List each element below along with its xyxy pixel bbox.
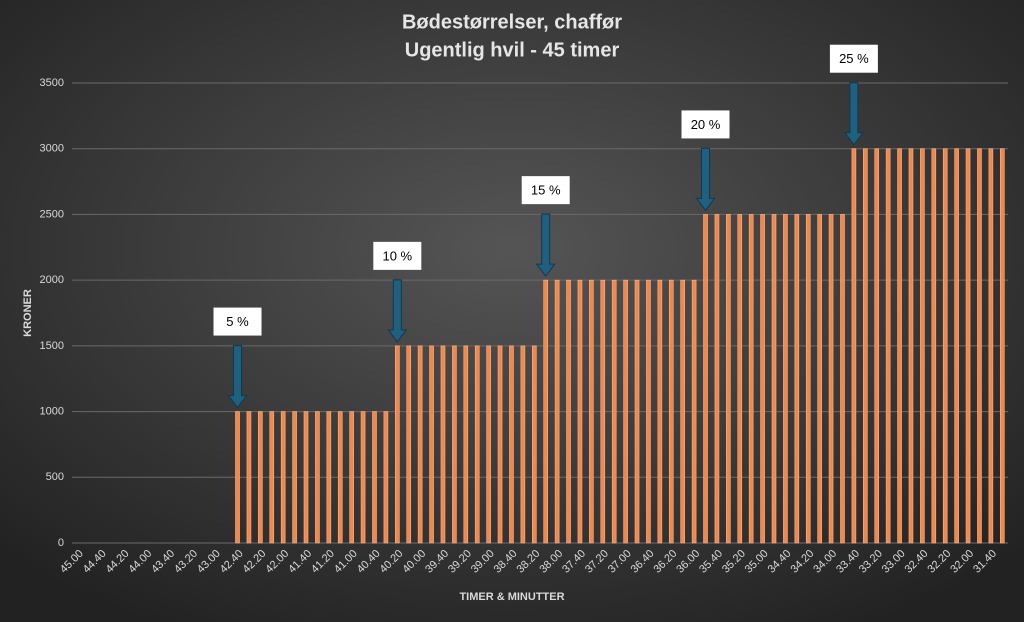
chart-subtitle: Ugentlig hvil - 45 timer <box>405 39 620 61</box>
arrow <box>843 82 864 146</box>
y-tick-label: 1000 <box>40 405 64 417</box>
bar <box>372 411 377 544</box>
annotation: 20 % <box>691 117 721 132</box>
bar <box>417 345 423 544</box>
bar <box>543 279 549 544</box>
bar <box>258 411 263 544</box>
annotation-box <box>373 241 422 270</box>
bar <box>771 214 777 544</box>
bar <box>292 411 297 544</box>
y-axis-title: KRONER <box>22 289 34 337</box>
bar <box>942 148 948 544</box>
bar <box>726 214 731 544</box>
bar <box>908 148 914 544</box>
arrow <box>695 147 716 212</box>
annotation: 5 % <box>226 314 249 329</box>
bar <box>828 214 834 544</box>
chart-title: Bødestørrelser, chaffør <box>402 11 622 33</box>
bar <box>840 214 845 544</box>
bar <box>531 345 537 544</box>
annotation-box <box>213 307 262 336</box>
bar <box>863 148 868 544</box>
bar <box>748 214 754 544</box>
bar <box>737 214 743 544</box>
bar <box>589 279 594 544</box>
bar <box>509 345 514 544</box>
annotation-box <box>681 110 730 139</box>
bar <box>668 279 674 544</box>
bar <box>794 214 800 544</box>
bar <box>337 411 343 544</box>
bar <box>954 148 959 544</box>
bar <box>280 411 286 544</box>
bar <box>269 411 275 544</box>
y-tick-label: 500 <box>46 471 64 483</box>
bar <box>874 148 880 544</box>
bar <box>349 411 354 544</box>
bar <box>360 411 366 544</box>
annotation: 25 % <box>839 51 869 66</box>
bar <box>452 345 457 544</box>
bar <box>897 148 902 544</box>
bar <box>783 214 788 544</box>
arrow <box>387 279 408 343</box>
y-tick-label: 3500 <box>40 77 64 89</box>
bar <box>554 279 560 544</box>
bar <box>634 279 640 544</box>
y-tick-label: 1500 <box>40 340 64 352</box>
bar <box>817 214 822 544</box>
bar <box>429 345 434 544</box>
bar <box>235 411 240 544</box>
bar <box>474 345 480 544</box>
bar <box>646 279 651 544</box>
bar <box>714 214 720 544</box>
bar <box>463 345 469 544</box>
bar <box>999 148 1005 544</box>
annotation-box <box>829 44 878 73</box>
arrow <box>227 345 248 409</box>
bar <box>760 214 765 544</box>
annotation: 10 % <box>382 248 412 263</box>
bar <box>885 148 891 544</box>
bar <box>611 279 617 544</box>
annotation-box <box>521 176 570 205</box>
annotation: 15 % <box>531 183 561 198</box>
bar <box>691 279 697 544</box>
y-tick-label: 2500 <box>40 208 64 220</box>
bar <box>920 148 925 544</box>
y-tick-label: 0 <box>58 537 64 549</box>
bar <box>520 345 526 544</box>
bar <box>383 411 389 544</box>
arrow <box>535 213 556 277</box>
bar <box>440 345 446 544</box>
bar <box>623 279 628 544</box>
bar <box>497 345 503 544</box>
bar <box>246 411 252 544</box>
bar <box>600 279 606 544</box>
bar <box>977 148 982 544</box>
bar <box>931 148 937 544</box>
bar <box>680 279 685 544</box>
bar <box>965 148 971 544</box>
bar <box>486 345 491 544</box>
bar <box>315 411 320 544</box>
bar <box>851 148 857 544</box>
bar <box>805 214 811 544</box>
y-tick-label: 3000 <box>40 143 64 155</box>
y-tick-label: 2000 <box>40 274 64 286</box>
bar <box>406 345 412 544</box>
bar <box>703 214 708 544</box>
bar <box>395 345 400 544</box>
bar <box>988 148 994 544</box>
bar <box>657 279 663 544</box>
bar <box>303 411 309 544</box>
bar <box>326 411 332 544</box>
bar <box>577 279 583 544</box>
bar <box>566 279 571 544</box>
x-axis-title: TIMER & MINUTTER <box>459 591 564 603</box>
